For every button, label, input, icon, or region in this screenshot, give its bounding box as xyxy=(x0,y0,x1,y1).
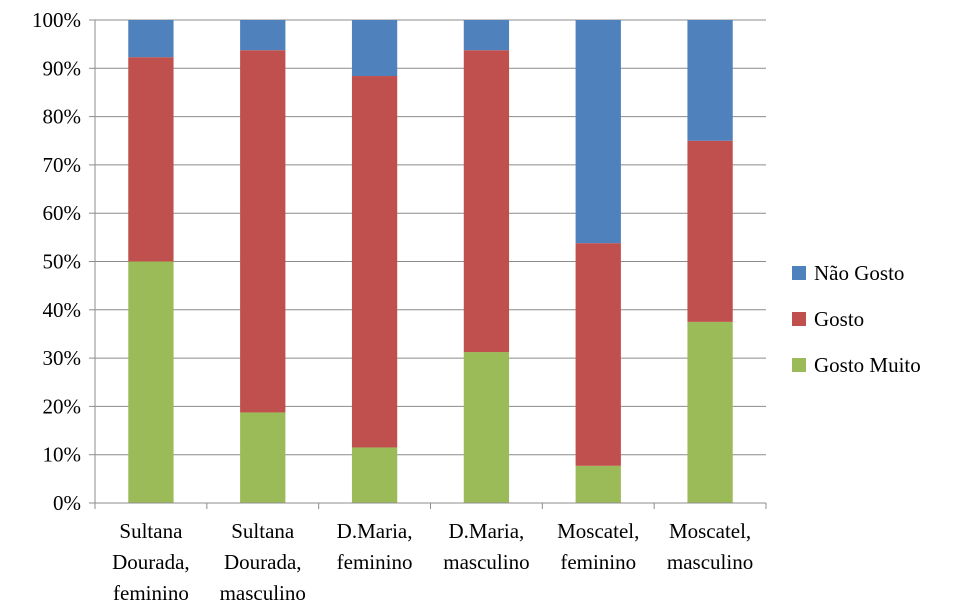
bar-segment-gosto xyxy=(687,140,733,322)
legend-swatch-nao-gosto xyxy=(792,266,806,280)
legend: Não Gosto Gosto Gosto Muito xyxy=(792,250,921,388)
bar-segment-n-o-gosto xyxy=(128,20,174,58)
bar-segment-gosto-muito xyxy=(575,465,621,503)
y-tick-label: 40% xyxy=(43,298,82,322)
legend-label-nao-gosto: Não Gosto xyxy=(814,260,905,285)
y-tick-label: 90% xyxy=(43,56,82,80)
y-tick-label: 80% xyxy=(43,105,82,129)
y-tick-labels: 0% 10% 20% 30% 40% 50% 60% 70% 80% 90% 100% xyxy=(32,8,81,515)
bar-segment-gosto xyxy=(240,50,286,413)
bar-segment-gosto-muito xyxy=(240,412,286,503)
bar-segment-gosto-muito xyxy=(687,321,733,503)
legend-swatch-gosto-muito xyxy=(792,358,806,372)
bar-segment-n-o-gosto xyxy=(240,20,286,51)
bar-segment-n-o-gosto xyxy=(351,20,398,77)
legend-item-gosto-muito: Gosto Muito xyxy=(792,342,921,388)
bar-segment-gosto xyxy=(463,50,510,353)
x-tick-label: Sultana Dourada, feminino xyxy=(112,519,190,605)
legend-label-gosto: Gosto xyxy=(814,306,865,331)
bar-segment-gosto xyxy=(351,76,398,448)
bars xyxy=(128,20,733,503)
y-tick-label: 60% xyxy=(43,201,82,225)
x-tick-label: Sultana Dourada, masculino xyxy=(220,519,306,605)
y-tick-label: 20% xyxy=(43,394,82,418)
bar-segment-gosto xyxy=(128,57,174,262)
bar-segment-n-o-gosto xyxy=(575,20,621,244)
y-tick-label: 70% xyxy=(43,153,82,177)
x-tick-label: D.Maria, masculino xyxy=(443,519,529,574)
bar-segment-gosto-muito xyxy=(351,447,398,503)
x-tick-label: Moscatel, feminino xyxy=(557,519,639,574)
legend-swatch-gosto xyxy=(792,312,806,326)
gridlines xyxy=(89,19,766,504)
y-tick-label: 50% xyxy=(43,250,82,274)
legend-label-gosto-muito: Gosto Muito xyxy=(814,352,921,377)
y-tick-label: 30% xyxy=(43,346,82,370)
y-tick-label: 100% xyxy=(32,8,81,32)
legend-item-gosto: Gosto xyxy=(792,296,921,342)
x-tick-label: D.Maria, feminino xyxy=(337,519,413,574)
axes xyxy=(94,20,767,509)
legend-item-nao-gosto: Não Gosto xyxy=(792,250,921,296)
y-tick-label: 0% xyxy=(53,491,81,515)
bar-segment-gosto-muito xyxy=(128,261,174,503)
bar-segment-n-o-gosto xyxy=(463,20,510,51)
x-tick-label: Moscatel, masculino xyxy=(667,519,753,574)
x-tick-labels: Sultana Dourada, feminino Sultana Dourada, ma… xyxy=(112,519,753,605)
bar-segment-gosto xyxy=(575,243,621,466)
bar-segment-gosto-muito xyxy=(463,352,510,503)
y-tick-label: 10% xyxy=(43,443,82,467)
bar-segment-n-o-gosto xyxy=(687,20,733,141)
